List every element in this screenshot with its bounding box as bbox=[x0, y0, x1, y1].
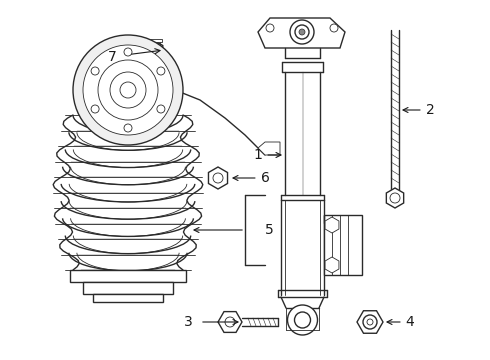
Circle shape bbox=[157, 67, 165, 75]
Circle shape bbox=[390, 193, 400, 203]
Bar bbox=[83, 282, 173, 294]
Circle shape bbox=[266, 24, 274, 32]
Circle shape bbox=[124, 124, 132, 132]
Text: 2: 2 bbox=[403, 103, 434, 117]
Bar bbox=[143, 53, 167, 59]
Text: 6: 6 bbox=[233, 171, 270, 185]
Text: 7: 7 bbox=[108, 50, 117, 64]
Circle shape bbox=[367, 319, 373, 325]
Polygon shape bbox=[386, 188, 404, 208]
Circle shape bbox=[299, 29, 305, 35]
Bar bbox=[70, 270, 186, 282]
Polygon shape bbox=[147, 41, 163, 59]
Text: 1: 1 bbox=[253, 148, 281, 162]
Circle shape bbox=[91, 105, 99, 113]
Bar bbox=[148, 39, 162, 42]
Circle shape bbox=[110, 72, 146, 108]
Bar bbox=[93, 294, 163, 302]
Polygon shape bbox=[325, 257, 339, 273]
Circle shape bbox=[124, 48, 132, 56]
Circle shape bbox=[363, 315, 377, 329]
Circle shape bbox=[290, 20, 314, 44]
Circle shape bbox=[83, 45, 173, 135]
Polygon shape bbox=[208, 167, 227, 189]
Circle shape bbox=[330, 24, 338, 32]
Circle shape bbox=[120, 82, 136, 98]
Circle shape bbox=[91, 67, 99, 75]
Circle shape bbox=[73, 35, 183, 145]
Circle shape bbox=[98, 60, 158, 120]
Text: 3: 3 bbox=[184, 315, 193, 329]
Circle shape bbox=[288, 305, 318, 335]
Circle shape bbox=[294, 312, 311, 328]
Polygon shape bbox=[258, 142, 280, 155]
Circle shape bbox=[157, 105, 165, 113]
Circle shape bbox=[225, 317, 235, 327]
Polygon shape bbox=[325, 217, 339, 233]
Polygon shape bbox=[218, 312, 242, 332]
Circle shape bbox=[295, 25, 309, 39]
Polygon shape bbox=[357, 311, 383, 333]
Text: 4: 4 bbox=[387, 315, 415, 329]
Text: 5: 5 bbox=[265, 223, 274, 237]
Circle shape bbox=[213, 173, 223, 183]
Polygon shape bbox=[258, 18, 345, 48]
Bar bbox=[324, 215, 362, 275]
